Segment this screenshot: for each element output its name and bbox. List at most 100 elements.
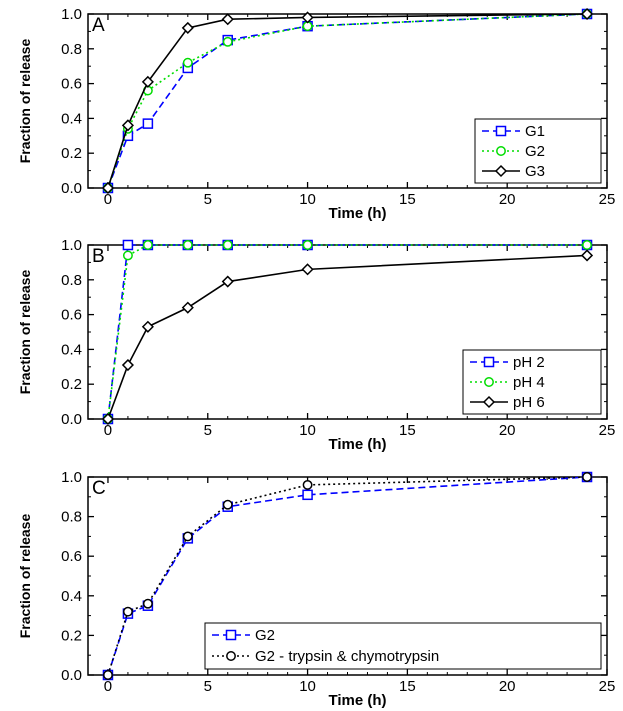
data-point xyxy=(302,489,313,501)
legend-marker xyxy=(482,395,496,409)
legend-label: G2 xyxy=(255,627,275,644)
legend-label: G2 - trypsin & chymotrypsin xyxy=(255,648,439,665)
data-point xyxy=(122,606,133,617)
y-tick-label: 0.6 xyxy=(61,76,82,93)
series-G3 xyxy=(101,7,594,195)
data-point xyxy=(181,21,194,34)
data-point xyxy=(142,240,153,250)
legend-marker xyxy=(483,356,495,368)
y-tick-label: 0.4 xyxy=(61,110,82,127)
panel-B: 0.0 0.2 0.4 0.6 0.8 1.0 0 5 10 15 20 25 Time (h) Frac… xyxy=(17,237,615,453)
y-tick-label: 0.4 xyxy=(61,588,82,605)
data-point xyxy=(221,13,234,26)
data-point xyxy=(582,240,592,250)
y-tick-label: 0.4 xyxy=(61,341,82,358)
data-point xyxy=(141,320,154,333)
x-tick-label: 20 xyxy=(499,191,516,208)
legend: pH 2 pH 4 pH 6 xyxy=(462,349,602,415)
y-tick-label: 0.8 xyxy=(61,509,82,526)
y-tick-label: 0.6 xyxy=(61,548,82,565)
data-point xyxy=(122,239,134,251)
x-tick-label: 10 xyxy=(299,191,316,208)
panel-letter: C xyxy=(92,478,106,499)
legend-label: G2 xyxy=(525,143,545,160)
data-point xyxy=(182,240,193,250)
y-axis-label: Fraction of release xyxy=(17,270,33,395)
legend: G1 G2 G3 xyxy=(474,118,602,184)
x-axis-label: Time (h) xyxy=(328,205,386,222)
data-point xyxy=(182,531,193,542)
x-tick-label: 15 xyxy=(399,678,416,695)
data-point xyxy=(103,670,113,680)
legend-marker xyxy=(226,651,236,661)
y-tick-label: 1.0 xyxy=(61,6,82,23)
x-tick-label: 0 xyxy=(104,191,112,208)
panel-letter: A xyxy=(92,15,105,36)
x-axis-label: Time (h) xyxy=(328,692,386,709)
x-tick-label: 5 xyxy=(204,191,212,208)
legend-marker xyxy=(225,629,237,641)
data-point xyxy=(222,499,233,510)
x-tick-label: 20 xyxy=(499,678,516,695)
x-tick-label: 0 xyxy=(104,678,112,695)
data-point xyxy=(222,240,233,250)
y-tick-label: 0.2 xyxy=(61,145,82,162)
x-tick-label: 25 xyxy=(599,678,616,695)
x-tick-label: 20 xyxy=(499,422,516,439)
x-tick-label: 25 xyxy=(599,422,616,439)
data-point xyxy=(101,181,115,195)
panel-C: 0.0 0.2 0.4 0.6 0.8 1.0 0 5 10 15 20 25 Time (h) Frac… xyxy=(17,469,615,709)
panel-A: 0.0 0.2 0.4 0.6 0.8 1.0 0 5 10 15 20 25 Time (h) Frac… xyxy=(17,6,615,222)
series-G2 - trypsin & chymotrypsin xyxy=(103,472,592,680)
data-point xyxy=(121,119,134,132)
y-tick-label: 0.0 xyxy=(61,411,82,428)
legend-label: G1 xyxy=(525,123,545,140)
y-axis-label: Fraction of release xyxy=(17,39,33,164)
x-tick-label: 5 xyxy=(204,678,212,695)
data-point xyxy=(182,57,193,68)
series-pH 6 xyxy=(101,249,594,426)
x-tick-label: 10 xyxy=(299,678,316,695)
x-tick-label: 15 xyxy=(399,422,416,439)
y-tick-label: 1.0 xyxy=(61,237,82,254)
y-tick-label: 0.0 xyxy=(61,180,82,197)
x-tick-label: 0 xyxy=(104,422,112,439)
data-point xyxy=(121,358,134,372)
legend-label: pH 2 xyxy=(513,354,545,371)
legend-marker xyxy=(494,164,508,178)
legend-marker xyxy=(496,146,506,156)
data-point xyxy=(122,250,133,261)
y-tick-label: 0.8 xyxy=(61,41,82,58)
data-point xyxy=(222,36,233,47)
y-tick-label: 0.6 xyxy=(61,307,82,324)
data-point xyxy=(302,240,313,250)
data-point xyxy=(142,118,154,129)
data-point xyxy=(221,275,234,288)
legend-marker xyxy=(484,377,494,387)
legend-label: pH 6 xyxy=(513,394,545,411)
legend-label: pH 4 xyxy=(513,374,545,391)
x-tick-label: 10 xyxy=(299,422,316,439)
legend-box xyxy=(204,622,602,670)
data-point xyxy=(582,472,592,482)
panel-letter: B xyxy=(92,246,105,267)
data-point xyxy=(141,75,154,88)
y-axis-label: Fraction of release xyxy=(17,514,33,639)
data-point xyxy=(301,263,314,276)
x-tick-label: 5 xyxy=(204,422,212,439)
data-point xyxy=(181,301,194,314)
y-tick-label: 0.8 xyxy=(61,272,82,289)
legend-label: G3 xyxy=(525,163,545,180)
x-tick-label: 25 xyxy=(599,191,616,208)
y-tick-label: 0.2 xyxy=(61,627,82,644)
y-tick-label: 1.0 xyxy=(61,469,82,486)
legend-marker xyxy=(495,125,507,137)
y-tick-label: 0.0 xyxy=(61,667,82,684)
data-point xyxy=(142,598,153,609)
data-point xyxy=(301,11,314,24)
legend: G2 G2 - trypsin & chymotrypsin xyxy=(204,622,602,670)
data-point xyxy=(580,249,594,262)
x-axis-label: Time (h) xyxy=(328,436,386,453)
data-point xyxy=(302,479,313,490)
